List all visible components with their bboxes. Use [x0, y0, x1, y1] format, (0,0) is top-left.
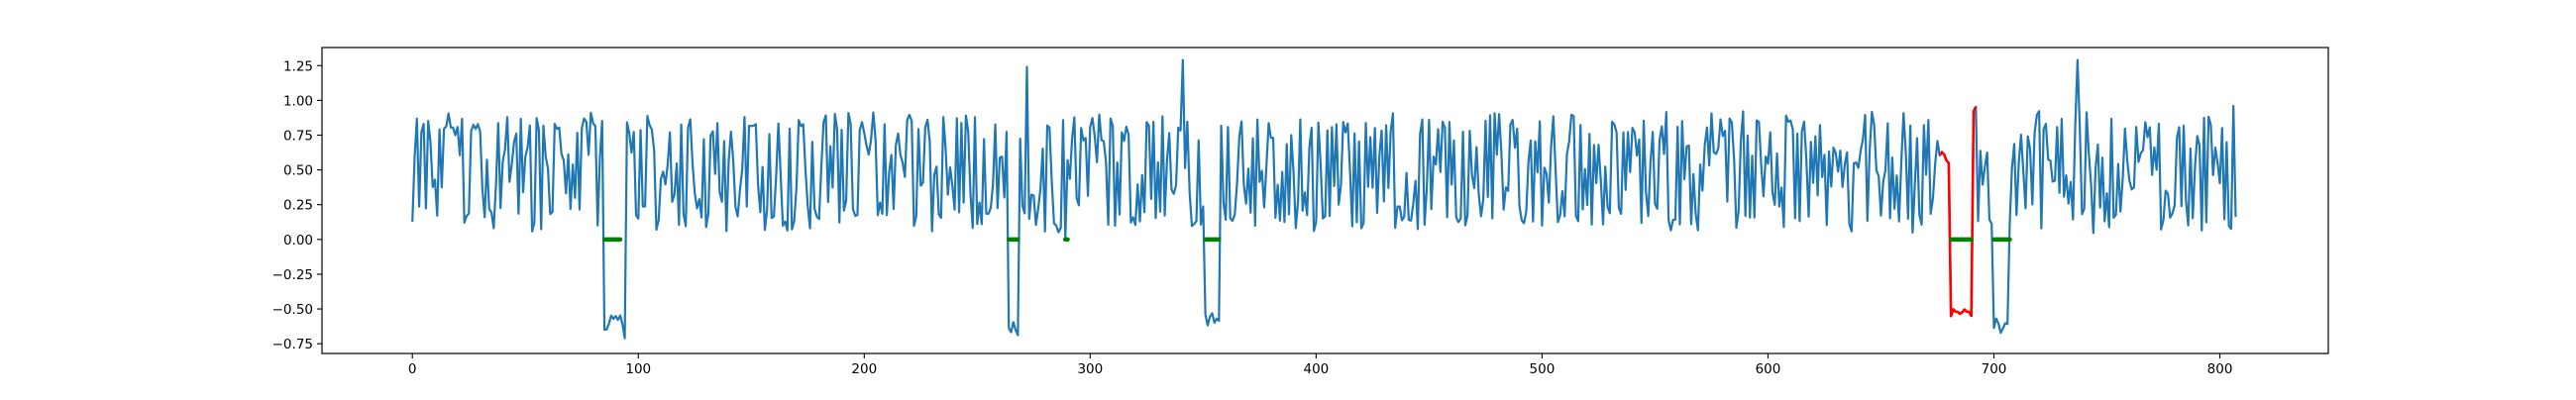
- axes: 0 100 200 300 400 500 600 700 800 −0.75 −0.50 −0.25…: [272, 47, 2329, 377]
- y-tick-label-1.25: 1.25: [283, 58, 313, 74]
- signal-line: [411, 58, 2237, 340]
- y-tick-label--0.25: −0.25: [272, 267, 313, 283]
- x-tick-label-500: 500: [1530, 361, 1556, 377]
- y-tick-label-0.25: 0.25: [283, 198, 313, 214]
- x-tick-label-600: 600: [1756, 361, 1781, 377]
- x-tick-label-0: 0: [408, 361, 417, 377]
- y-tick-label--0.5: −0.50: [272, 302, 313, 318]
- x-tick-label-400: 400: [1303, 361, 1329, 377]
- y-tick-label-0.5: 0.50: [283, 163, 313, 179]
- x-tick-label-700: 700: [1982, 361, 2007, 377]
- x-tick-label-800: 800: [2207, 361, 2233, 377]
- x-tick-label-300: 300: [1077, 361, 1103, 377]
- y-tick-label-0.75: 0.75: [283, 128, 313, 144]
- x-tick-label-100: 100: [625, 361, 651, 377]
- x-tick-label-200: 200: [851, 361, 877, 377]
- y-tick-label-1: 1.00: [283, 93, 313, 109]
- anomaly-line: [1938, 106, 1978, 318]
- y-tick-label--0.75: −0.75: [272, 337, 313, 352]
- y-tick-label-0: 0.00: [283, 233, 313, 249]
- plot-area: [411, 58, 2237, 340]
- axes-frame: [321, 47, 2329, 354]
